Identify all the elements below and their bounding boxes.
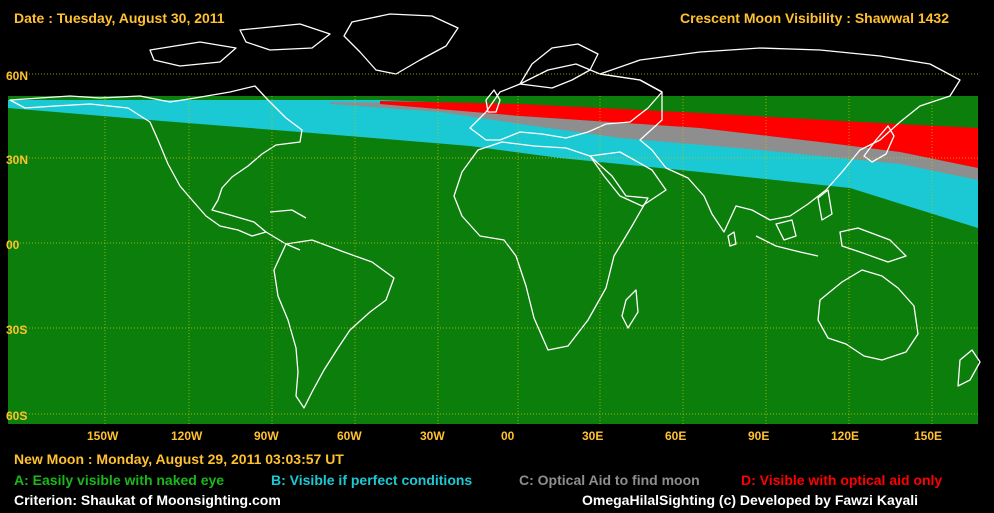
- lon-label-60e: 60E: [665, 429, 687, 443]
- visibility-zones: [8, 96, 978, 424]
- lon-label-30e: 30E: [582, 429, 604, 443]
- lat-label-00: 00: [6, 238, 20, 252]
- lat-label-60n: 60N: [6, 69, 29, 83]
- lon-label-90e: 90E: [748, 429, 770, 443]
- lon-label-60w: 60W: [337, 429, 362, 443]
- map-title: Crescent Moon Visibility : Shawwal 1432: [680, 10, 949, 26]
- lat-label-30s: 30S: [6, 323, 28, 337]
- credit-info: OmegaHilalSighting (c) Developed by Fawz…: [582, 492, 919, 508]
- legend-zone-a: A: Easily visible with naked eye: [14, 472, 225, 488]
- lon-label-150w: 150W: [87, 429, 119, 443]
- zone-d-band: [380, 101, 978, 168]
- graticule: [8, 73, 978, 424]
- lon-label-00: 00: [501, 429, 515, 443]
- map-date: Date : Tuesday, August 30, 2011: [14, 10, 225, 26]
- coastlines: [9, 13, 981, 409]
- legend-zone-d: D: Visible with optical aid only: [741, 472, 943, 488]
- legend-zone-c: C: Optical Aid to find moon: [519, 472, 700, 488]
- lon-label-30w: 30W: [420, 429, 445, 443]
- lon-label-120e: 120E: [831, 429, 860, 443]
- lon-label-90w: 90W: [254, 429, 279, 443]
- new-moon-info: New Moon : Monday, August 29, 2011 03:03…: [14, 451, 344, 467]
- lon-label-120w: 120W: [171, 429, 203, 443]
- lat-label-60s: 60S: [6, 409, 28, 423]
- criterion-info: Criterion: Shaukat of Moonsighting.com: [14, 492, 281, 508]
- lon-label-150e: 150E: [914, 429, 943, 443]
- lat-label-30n: 30N: [6, 153, 29, 167]
- legend-zone-b: B: Visible if perfect conditions: [271, 472, 473, 488]
